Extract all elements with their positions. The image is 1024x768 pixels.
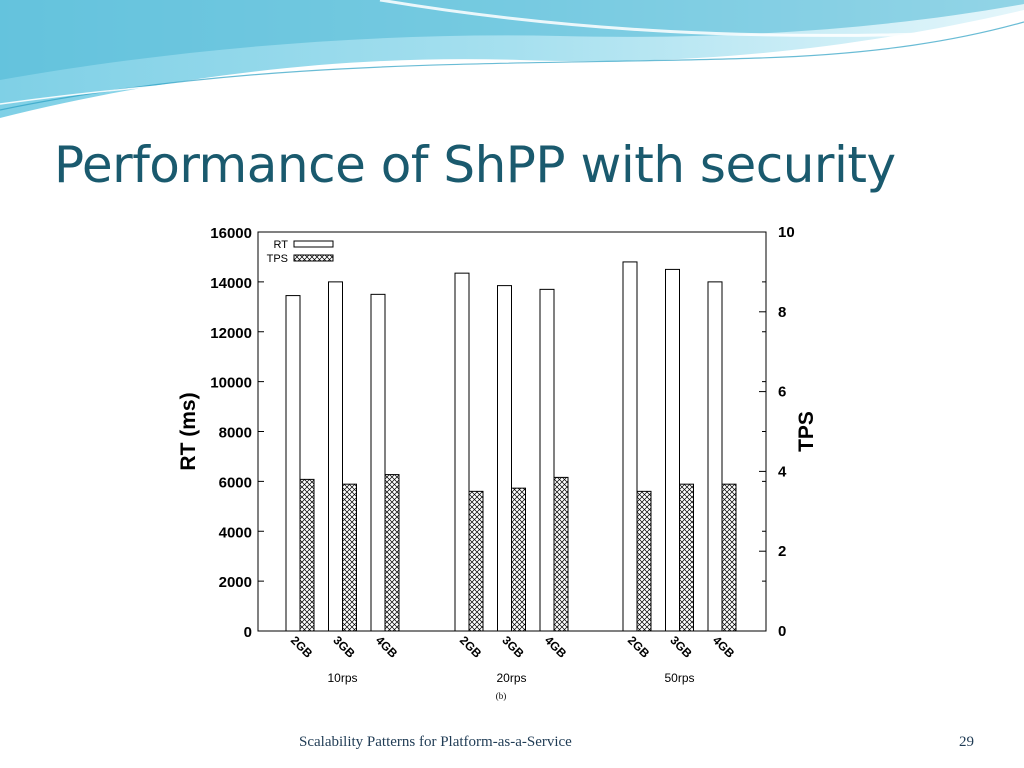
y2-axis-label: TPS (795, 411, 818, 452)
bar-tps (721, 483, 737, 632)
y-tick-label: 0 (244, 624, 252, 641)
x-group-label: 10rps (327, 671, 357, 685)
chart-figure: 0 2000 4000 6000 8000 10000 12000 14000 16000 0 2 4… (152, 212, 820, 710)
x-tick-label: 4GB (542, 633, 570, 661)
y-axis-label: RT (ms) (177, 392, 200, 470)
x-tick-label: 3GB (667, 633, 695, 661)
slide-number: 29 (959, 734, 974, 750)
y2-tick-label: 2 (778, 543, 786, 560)
bar-tps (468, 490, 484, 632)
bar-rt (285, 295, 301, 632)
bar-tps (299, 478, 315, 632)
y2-tick-label: 0 (778, 623, 786, 640)
y-tick-label: 2000 (219, 574, 252, 591)
bar-tps (342, 483, 357, 632)
y-tick-label: 6000 (219, 474, 252, 491)
x-tick-label: 3GB (330, 633, 358, 661)
bar-rt (497, 285, 512, 632)
slide-footer: Scalability Patterns for Platform-as-a-S… (299, 734, 572, 750)
bar-rt (622, 261, 638, 632)
x-group-label: 50rps (664, 671, 694, 685)
legend-swatch-tps (293, 254, 334, 262)
bar-rt (539, 288, 555, 632)
y-tick-label: 16000 (210, 225, 252, 242)
bar-tps (511, 487, 526, 632)
bar-rt (707, 281, 723, 632)
figure-caption: (b) (496, 691, 507, 701)
bar-rt (370, 293, 386, 632)
bar-rt (328, 281, 343, 632)
legend-swatch-rt (293, 240, 334, 248)
x-tick-label: 3GB (499, 633, 527, 661)
y2-tick-label: 10 (778, 224, 795, 241)
legend-label-tps: TPS (267, 253, 288, 265)
bar-tps (679, 483, 694, 632)
x-tick-label: 4GB (710, 633, 738, 661)
bar-tps (384, 474, 400, 632)
y-tick-label: 14000 (210, 275, 252, 292)
y-tick-label: 12000 (210, 325, 252, 342)
x-tick-label: 2GB (457, 633, 485, 661)
y2-tick-label: 4 (778, 463, 787, 480)
legend-label-rt: RT (274, 239, 289, 251)
bar-chart: 0 2000 4000 6000 8000 10000 12000 14000 16000 0 2 4… (177, 224, 818, 701)
y-tick-label: 8000 (219, 425, 252, 442)
bar-tps (553, 476, 569, 632)
bar-rt (454, 272, 470, 632)
y2-tick-label: 6 (778, 384, 786, 401)
x-tick-label: 4GB (373, 633, 401, 661)
x-tick-label: 2GB (288, 633, 316, 661)
header-wave-decoration (0, 0, 1024, 118)
x-group-label: 20rps (496, 671, 526, 685)
y-tick-label: 4000 (219, 524, 252, 541)
y2-tick-label: 8 (778, 304, 786, 321)
slide-title: Performance of ShPP with security (54, 136, 896, 194)
bar-tps (636, 490, 652, 632)
y-tick-label: 10000 (210, 375, 252, 392)
bar-rt (665, 268, 680, 632)
x-tick-label: 2GB (625, 633, 653, 661)
